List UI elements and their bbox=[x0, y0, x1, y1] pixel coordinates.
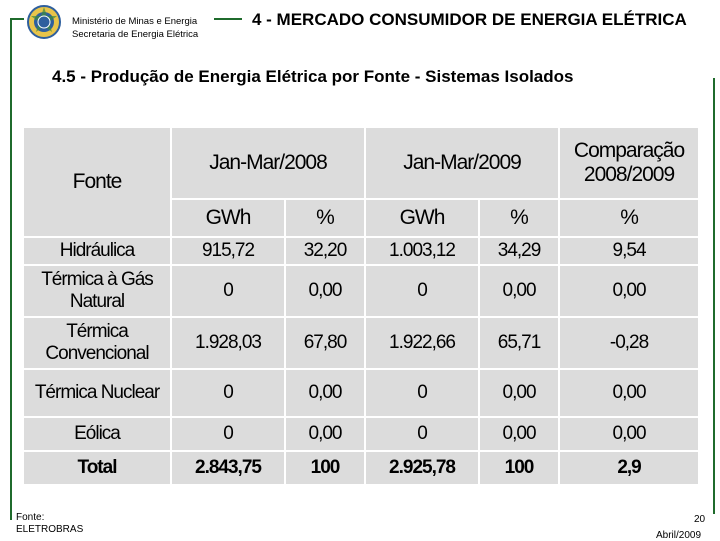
cell-gwh-2008: 0 bbox=[170, 416, 286, 452]
cell-gwh-2009: 1.922,66 bbox=[364, 316, 481, 370]
cell-pct-2008: 0,00 bbox=[283, 264, 367, 318]
cell-pct-2008: 0,00 bbox=[283, 416, 367, 452]
frame-line-top-left bbox=[10, 18, 24, 20]
footer-date: Abril/2009 bbox=[656, 530, 702, 541]
cell-comparison: 0,00 bbox=[558, 368, 701, 418]
secretariat-name: Secretaria de Energia Elétrica bbox=[72, 29, 199, 40]
row-label: Térmica Convencional bbox=[22, 316, 172, 370]
cell-gwh-2009: 0 bbox=[364, 416, 481, 452]
coat-of-arms-icon bbox=[27, 5, 61, 39]
table-subheader-row: GWh % GWh % % bbox=[23, 198, 701, 238]
page-subtitle: 4.5 - Produção de Energia Elétrica por F… bbox=[52, 67, 574, 86]
ministry-block: Ministério de Minas e Energia Secretaria… bbox=[72, 15, 198, 41]
cell-pct-2009: 34,29 bbox=[478, 236, 561, 266]
cell-pct-2009: 0,00 bbox=[478, 368, 561, 418]
frame-line-top-mid bbox=[214, 18, 242, 20]
cell-gwh-2009: 1.003,12 bbox=[364, 236, 481, 266]
row-label: Total bbox=[22, 450, 172, 486]
cell-comparison: 2,9 bbox=[558, 450, 701, 486]
frame-line-right bbox=[713, 78, 715, 514]
frame-line-left bbox=[10, 18, 12, 520]
cell-gwh-2008: 0 bbox=[170, 368, 286, 418]
cell-gwh-2009: 2.925,78 bbox=[364, 450, 481, 486]
table-row: Térmica Convencional 1.928,03 67,80 1.92… bbox=[22, 316, 701, 370]
cell-pct-2009: 0,00 bbox=[478, 416, 561, 452]
footer-source: Fonte: ELETROBRAS bbox=[16, 512, 83, 536]
table-row: Térmica à Gás Natural 0 0,00 0 0,00 0,00 bbox=[22, 264, 701, 318]
subheader-pct-2008: % bbox=[283, 198, 367, 238]
cell-pct-2009: 65,71 bbox=[478, 316, 561, 370]
header-comparison: Comparação 2008/2009 bbox=[558, 126, 701, 200]
cell-comparison: -0,28 bbox=[558, 316, 701, 370]
header-period-2008: Jan-Mar/2008 bbox=[169, 126, 367, 200]
section-title: 4 - MERCADO CONSUMIDOR DE ENERGIA ELÉTRI… bbox=[252, 10, 687, 29]
footer-source-name: ELETROBRAS bbox=[16, 524, 84, 535]
table-total-row: Total 2.843,75 100 2.925,78 100 2,9 bbox=[22, 450, 701, 486]
table-header-row: Fonte Jan-Mar/2008 Jan-Mar/2009 Comparaç… bbox=[22, 126, 701, 238]
cell-comparison: 0,00 bbox=[558, 264, 701, 318]
cell-gwh-2009: 0 bbox=[364, 368, 481, 418]
cell-gwh-2008: 915,72 bbox=[170, 236, 286, 266]
header-period-2009: Jan-Mar/2009 bbox=[364, 126, 561, 200]
table-row: Térmica Nuclear 0 0,00 0 0,00 0,00 bbox=[22, 368, 701, 418]
cell-pct-2008: 100 bbox=[283, 450, 367, 486]
cell-comparison: 9,54 bbox=[558, 236, 701, 266]
table-row: Eólica 0 0,00 0 0,00 0,00 bbox=[22, 416, 701, 452]
cell-comparison: 0,00 bbox=[558, 416, 701, 452]
header-fonte: Fonte bbox=[22, 126, 172, 238]
cell-pct-2008: 67,80 bbox=[283, 316, 367, 370]
subheader-gwh-2009: GWh bbox=[364, 198, 481, 238]
row-label: Térmica à Gás Natural bbox=[22, 264, 172, 318]
cell-gwh-2009: 0 bbox=[364, 264, 481, 318]
subheader-pct-2009: % bbox=[478, 198, 561, 238]
subheader-gwh-2008: GWh bbox=[170, 198, 286, 238]
cell-gwh-2008: 2.843,75 bbox=[170, 450, 286, 486]
energy-production-table: Fonte Jan-Mar/2008 Jan-Mar/2009 Comparaç… bbox=[22, 126, 701, 486]
row-label: Hidráulica bbox=[22, 236, 172, 266]
footer-source-label: Fonte: bbox=[16, 512, 45, 523]
cell-pct-2008: 0,00 bbox=[283, 368, 367, 418]
cell-pct-2009: 100 bbox=[478, 450, 561, 486]
cell-gwh-2008: 1.928,03 bbox=[170, 316, 286, 370]
row-label: Térmica Nuclear bbox=[22, 368, 172, 418]
subheader-pct-comparison: % bbox=[558, 198, 701, 238]
cell-gwh-2008: 0 bbox=[170, 264, 286, 318]
ministry-name: Ministério de Minas e Energia bbox=[72, 16, 198, 27]
cell-pct-2009: 0,00 bbox=[478, 264, 561, 318]
page-number: 20 bbox=[694, 514, 706, 525]
table-row: Hidráulica 915,72 32,20 1.003,12 34,29 9… bbox=[22, 236, 701, 266]
row-label: Eólica bbox=[22, 416, 172, 452]
cell-pct-2008: 32,20 bbox=[283, 236, 367, 266]
